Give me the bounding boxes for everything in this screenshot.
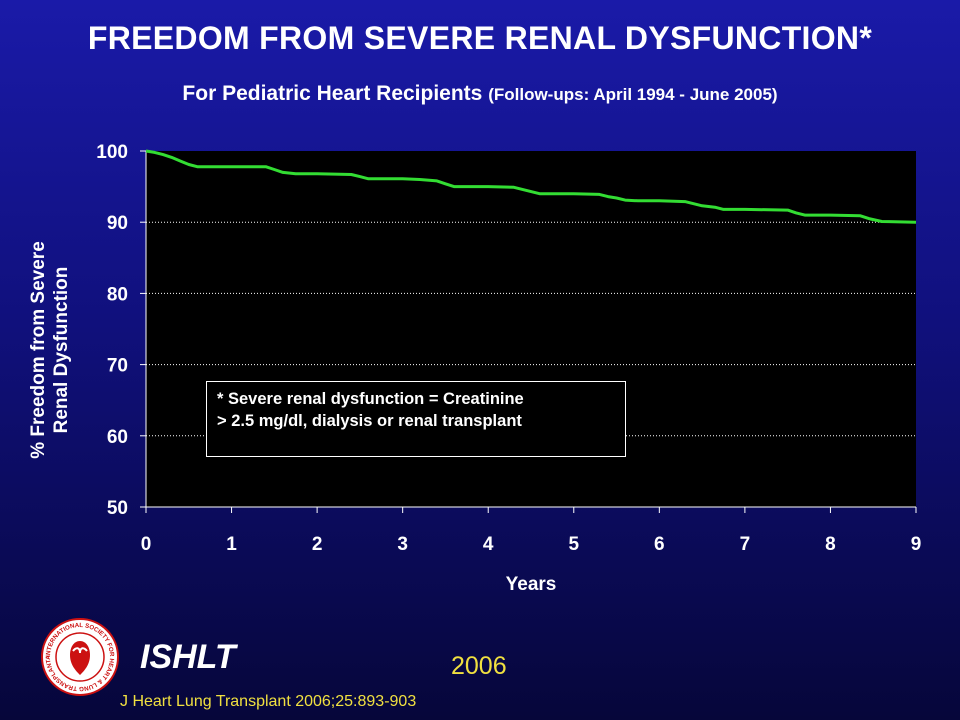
y-tick-label: 70: [107, 356, 128, 377]
y-tick-label: 80: [107, 284, 128, 305]
y-axis-label-line1: % Freedom from Severe: [28, 241, 49, 459]
definition-note: * Severe renal dysfunction = Creatinine …: [206, 381, 626, 457]
x-tick-label: 0: [141, 534, 152, 555]
x-tick-label: 2: [312, 534, 323, 555]
x-tick-label: 3: [397, 534, 408, 555]
page-subtitle: For Pediatric Heart Recipients (Follow-u…: [0, 82, 960, 106]
x-tick-label: 7: [740, 534, 751, 555]
page-title: FREEDOM FROM SEVERE RENAL DYSFUNCTION*: [87, 20, 873, 56]
y-tick-label: 90: [107, 213, 128, 234]
x-tick-label: 6: [654, 534, 665, 555]
y-tick-label: 50: [107, 498, 128, 519]
ishlt-logo: INTERNATIONAL SOCIETY FOR HEART & LUNG T…: [40, 617, 119, 696]
citation: J Heart Lung Transplant 2006;25:893-903: [120, 693, 417, 710]
x-tick-label: 9: [911, 534, 922, 555]
x-tick-label: 5: [568, 534, 579, 555]
y-axis-label-line2: Renal Dysfunction: [51, 266, 72, 434]
note-line-1: * Severe renal dysfunction = Creatinine: [217, 390, 524, 408]
y-tick-label: 60: [107, 427, 128, 448]
y-axis-label: % Freedom from Severe Renal Dysfunction: [27, 241, 73, 459]
subtitle-main: For Pediatric Heart Recipients: [182, 82, 483, 105]
note-line-2: > 2.5 mg/dl, dialysis or renal transplan…: [217, 412, 522, 430]
x-axis-label: Years: [506, 574, 557, 595]
year-label: 2006: [451, 652, 507, 680]
y-tick-label: 100: [96, 142, 128, 163]
x-axis: 0 1 2 3 4 5 6 7 8 9: [141, 506, 922, 555]
x-tick-label: 1: [226, 534, 237, 555]
y-axis: 50 60 70 80 90 100: [96, 142, 147, 519]
x-tick-label: 4: [483, 534, 494, 555]
x-tick-label: 8: [825, 534, 836, 555]
org-name: ISHLT: [140, 638, 236, 676]
subtitle-followups: (Follow-ups: April 1994 - June 2005): [488, 85, 778, 104]
series-line: [145, 149, 917, 224]
